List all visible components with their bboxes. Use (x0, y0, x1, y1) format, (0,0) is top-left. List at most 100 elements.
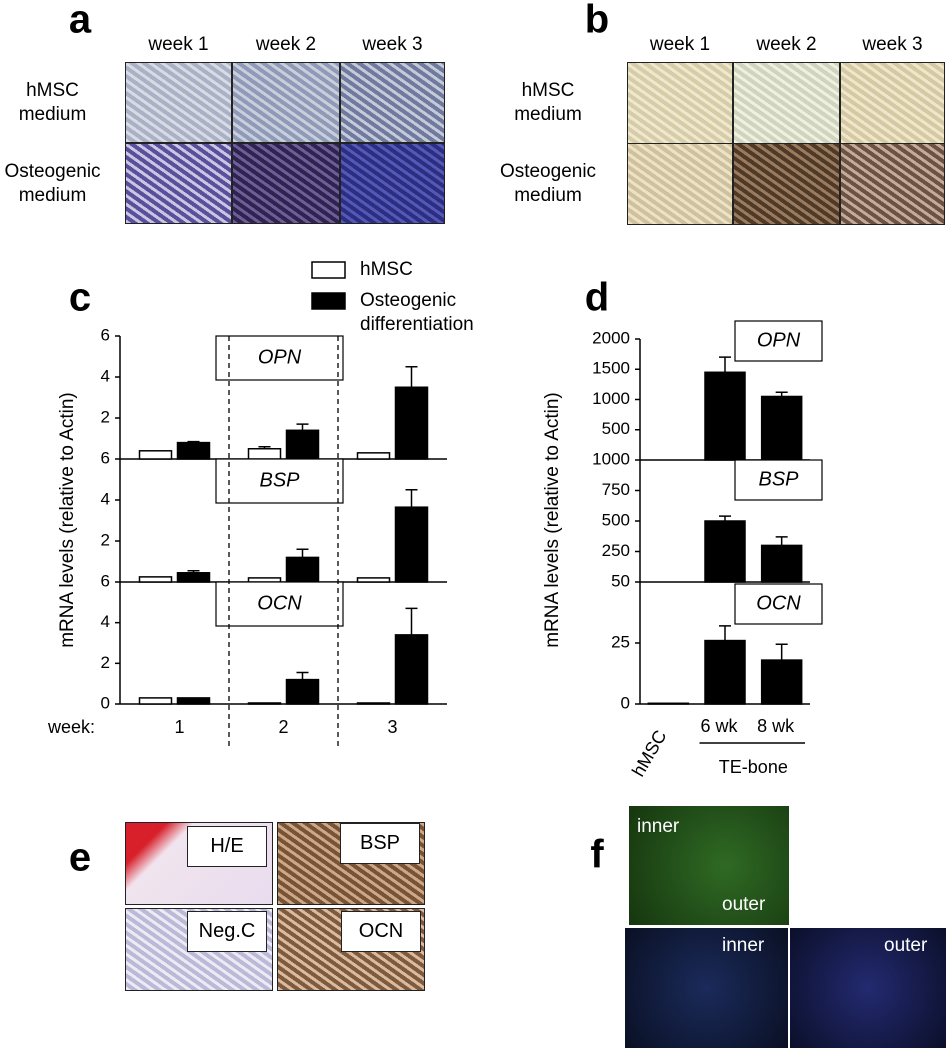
image-label: outer (722, 894, 766, 915)
gene-label: OPN (258, 346, 302, 368)
legend-label: hMSC (360, 259, 413, 280)
y-tick-label: 500 (602, 510, 630, 529)
panel-label: e (69, 836, 91, 880)
micrograph (733, 62, 840, 144)
row-label: Osteogenic medium (499, 161, 597, 206)
x-tick-label: hMSC (628, 727, 670, 780)
image-label: Neg.C (187, 911, 267, 952)
error-bar (296, 423, 309, 431)
y-axis-label: mRNA levels (relative to Actin) (57, 392, 78, 648)
column-label: week 2 (255, 34, 316, 55)
y-tick-label: 25 (611, 632, 630, 651)
bar (247, 448, 282, 460)
y-tick-label: 2 (101, 653, 110, 672)
y-tick-label: 750 (602, 480, 630, 499)
x-tick-label: 1 (174, 717, 184, 737)
micrograph (340, 143, 445, 224)
bar (138, 576, 173, 583)
bar (285, 678, 320, 705)
gene-box (215, 458, 344, 504)
image-label: BSP (340, 823, 420, 864)
y-tick-label: 2 (101, 530, 110, 549)
column-label: week 2 (755, 34, 816, 55)
column-label: week 1 (147, 34, 208, 55)
x-axis-label: week: (47, 717, 95, 737)
y-tick-label: 1000 (592, 449, 630, 468)
bar (760, 395, 803, 461)
image-label: H/E (187, 826, 267, 867)
bar (247, 702, 282, 705)
y-tick-label: 6 (101, 448, 110, 467)
bar (138, 450, 173, 460)
image-label: inner (637, 816, 680, 837)
error-bar (296, 548, 309, 558)
row-label: hMSC medium (18, 79, 87, 125)
error-bar (405, 366, 418, 388)
micrograph (627, 62, 733, 144)
panel-label: c (69, 276, 91, 320)
x-tick-label: 8 wk (757, 716, 795, 736)
column-label: week 3 (861, 34, 922, 55)
panel-label: d (585, 276, 609, 320)
bar (247, 577, 282, 583)
bar (356, 702, 391, 705)
bar (760, 659, 803, 705)
micrograph (125, 143, 232, 224)
x-tick-label: 2 (278, 717, 288, 737)
bar (760, 544, 803, 583)
micrograph (125, 62, 232, 143)
gene-label: OPN (757, 329, 801, 351)
gene-label: OCN (257, 592, 302, 614)
bar (176, 572, 211, 583)
bar (138, 697, 173, 705)
group-label: TE-bone (719, 757, 788, 777)
micrograph (840, 62, 945, 144)
gene-box (734, 320, 823, 362)
bar (394, 634, 429, 705)
fluorescence-image (629, 806, 789, 925)
gene-box (215, 581, 344, 627)
legend-label: Osteogenic differentiation (360, 290, 474, 335)
bar (356, 577, 391, 583)
bar (704, 371, 746, 461)
micrograph (340, 62, 445, 143)
error-bar (187, 440, 200, 443)
error-bar (187, 569, 200, 573)
y-tick-label: 4 (101, 612, 110, 631)
y-tick-label: 50 (611, 571, 630, 590)
image-label: inner (722, 935, 765, 956)
error-bar (405, 489, 418, 508)
bar (647, 702, 690, 705)
bar (704, 639, 746, 705)
column-label: week 3 (361, 34, 422, 55)
gene-box (734, 583, 823, 625)
gene-label: BSP (259, 469, 300, 491)
micrograph (840, 143, 945, 225)
legend-swatch (311, 292, 346, 310)
y-tick-label: 4 (101, 366, 110, 385)
row-label: hMSC medium (514, 80, 582, 125)
y-tick-label: 1000 (592, 389, 630, 408)
x-tick-label: 6 wk (700, 716, 738, 736)
gene-box (215, 335, 344, 381)
bar (394, 506, 429, 583)
error-bar (296, 671, 309, 680)
y-tick-label: 6 (101, 571, 110, 590)
error-bar (775, 536, 788, 546)
bar (704, 520, 746, 583)
row-label: Osteogenic medium (4, 160, 101, 206)
error-bar (719, 356, 731, 373)
panel-label: f (590, 833, 604, 877)
y-tick-label: 4 (101, 489, 110, 508)
error-bar (775, 643, 788, 661)
fluorescence-image (625, 928, 788, 1048)
y-tick-label: 6 (101, 325, 110, 344)
y-tick-label: 500 (602, 419, 630, 438)
gene-label: OCN (756, 592, 801, 614)
legend-swatch (311, 261, 346, 279)
image-label: outer (884, 935, 928, 956)
y-tick-label: 250 (602, 541, 630, 560)
error-bar (775, 391, 788, 397)
